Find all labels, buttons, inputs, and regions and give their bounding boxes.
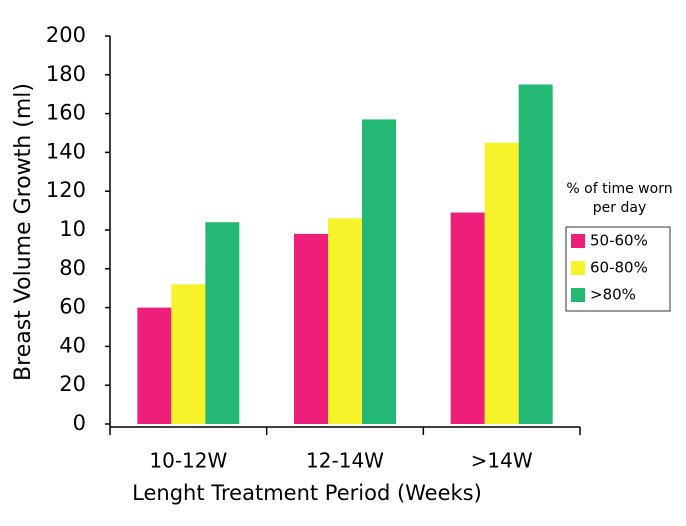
y-tick-label: 120 xyxy=(46,178,86,202)
bar xyxy=(484,142,519,424)
y-tick-label: 0 xyxy=(73,411,86,435)
y-tick-label: 20 xyxy=(59,372,86,396)
bar xyxy=(205,222,240,424)
y-tick-label: 40 xyxy=(59,333,86,357)
bar xyxy=(137,307,172,424)
legend-swatch xyxy=(571,288,585,302)
legend-label: >80% xyxy=(590,286,636,304)
legend-label: 50-60% xyxy=(590,232,648,250)
bar xyxy=(328,218,362,424)
bar xyxy=(171,284,206,424)
bar xyxy=(450,212,485,424)
bar xyxy=(294,233,328,424)
legend-title: % of time worn per day xyxy=(566,181,673,216)
y-tick-label: 60 xyxy=(59,295,86,319)
y-axis-label: Breast Volume Growth (ml) xyxy=(11,83,36,381)
x-tick-label: 12-14W xyxy=(306,449,384,473)
legend-label: 60-80% xyxy=(590,259,648,277)
y-tick-label: 180 xyxy=(46,62,86,86)
legend-swatch xyxy=(571,234,585,248)
y-tick-label: 80 xyxy=(59,256,86,280)
x-tick-label: 10-12W xyxy=(149,449,227,473)
bar xyxy=(362,119,396,425)
y-tick-label: 200 xyxy=(46,23,86,47)
bar xyxy=(518,84,553,424)
y-tick-label: 160 xyxy=(46,101,86,125)
y-tick-label: 10 xyxy=(59,217,86,241)
y-tick-label: 140 xyxy=(46,139,86,163)
x-tick-label: >14W xyxy=(471,449,533,473)
x-axis-label: Lenght Treatment Period (Weeks) xyxy=(132,481,482,505)
legend-swatch xyxy=(571,261,585,275)
